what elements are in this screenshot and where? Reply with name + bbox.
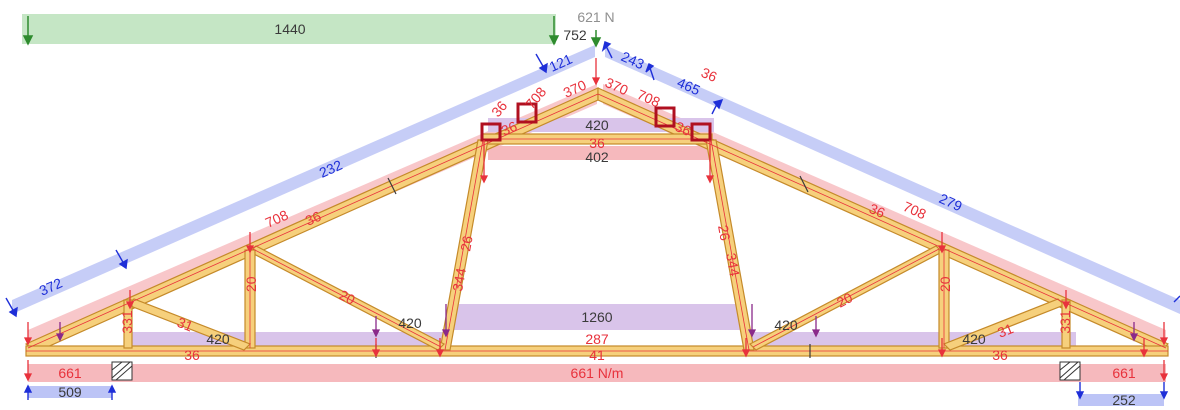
left-wind-band bbox=[12, 45, 595, 314]
collar-red-band bbox=[488, 146, 714, 160]
right-upper-plate bbox=[654, 106, 676, 128]
left-vert-web-value: 20 bbox=[243, 276, 259, 292]
right-vert-web-value: 20 bbox=[937, 276, 953, 292]
joint-plates bbox=[480, 102, 712, 142]
bottom-right-end: 661 bbox=[1112, 365, 1136, 381]
bottom-red-band bbox=[28, 364, 1166, 382]
load-arrows bbox=[5, 16, 1180, 400]
left-snow: 36 bbox=[303, 208, 324, 229]
right-reaction-value: 252 bbox=[1112, 392, 1136, 408]
right-node-36b: 36 bbox=[673, 118, 694, 139]
bottom-distributed: 661 N/m bbox=[571, 365, 624, 381]
collar-middle: 36 bbox=[589, 135, 605, 151]
supports bbox=[111, 361, 1081, 381]
ceiling-center-value: 1260 bbox=[581, 309, 612, 325]
left-upper-plate bbox=[516, 102, 538, 124]
left-small-web-value: 31 bbox=[175, 314, 196, 335]
left-stub-value: 331 bbox=[119, 310, 135, 334]
right-support bbox=[1059, 361, 1081, 381]
ceiling-left-band bbox=[130, 332, 450, 346]
right-post-small: 26 bbox=[715, 224, 733, 242]
green-band-value: 1440 bbox=[274, 21, 305, 37]
ceiling-left-value: 420 bbox=[398, 315, 422, 331]
bottom-center-41: 41 bbox=[589, 347, 605, 363]
ceiling-right-band bbox=[746, 332, 1076, 346]
right-wind-band bbox=[605, 45, 1180, 314]
left-reaction-band bbox=[28, 386, 112, 398]
left-support bbox=[111, 361, 133, 381]
left-reaction-value: 509 bbox=[58, 384, 82, 400]
apex-point-value: 621 N bbox=[577, 9, 614, 25]
green-load-band bbox=[22, 14, 556, 44]
left-wind-top: 121 bbox=[547, 51, 575, 75]
right-diag-web-value: 20 bbox=[834, 289, 855, 311]
ceiling-left-value-b: 420 bbox=[206, 331, 230, 347]
right-small-web-value: 31 bbox=[995, 320, 1016, 341]
left-diag-web-value: 20 bbox=[337, 287, 358, 309]
bottom-left-end: 661 bbox=[58, 365, 82, 381]
member-centerlines bbox=[26, 93, 1168, 352]
collar-upper: 420 bbox=[585, 117, 609, 133]
bottom-left-36: 36 bbox=[184, 347, 200, 363]
ceiling-center-band bbox=[448, 304, 746, 330]
left-stub bbox=[123, 299, 133, 349]
ceiling-center-lower: 287 bbox=[585, 331, 609, 347]
right-snow: 36 bbox=[867, 200, 888, 221]
right-post-value: 344 bbox=[723, 252, 743, 278]
left-post-value: 344 bbox=[449, 267, 469, 293]
ceiling-right-value: 420 bbox=[774, 317, 798, 333]
left-post-small: 26 bbox=[457, 234, 475, 252]
left-collar-plate bbox=[480, 122, 502, 142]
collar-lower: 402 bbox=[585, 149, 609, 165]
green-point-value: 752 bbox=[563, 27, 587, 43]
right-collar-plate bbox=[690, 122, 712, 142]
left-node-36b: 36 bbox=[499, 118, 520, 139]
right-node-36a: 36 bbox=[699, 64, 720, 85]
left-wind-a: 372 bbox=[37, 275, 65, 299]
right-reaction-band bbox=[1078, 394, 1164, 406]
right-stub-value: 331 bbox=[1057, 310, 1073, 334]
ceiling-right-value-b: 420 bbox=[962, 331, 986, 347]
bottom-right-36: 36 bbox=[992, 347, 1008, 363]
